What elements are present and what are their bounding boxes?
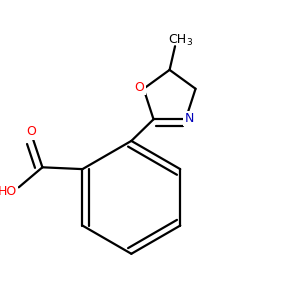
- Text: O: O: [27, 125, 36, 139]
- Text: 3: 3: [186, 38, 192, 47]
- Text: O: O: [134, 81, 144, 94]
- Text: CH: CH: [168, 33, 186, 46]
- Text: N: N: [184, 112, 194, 125]
- Text: HO: HO: [0, 185, 17, 198]
